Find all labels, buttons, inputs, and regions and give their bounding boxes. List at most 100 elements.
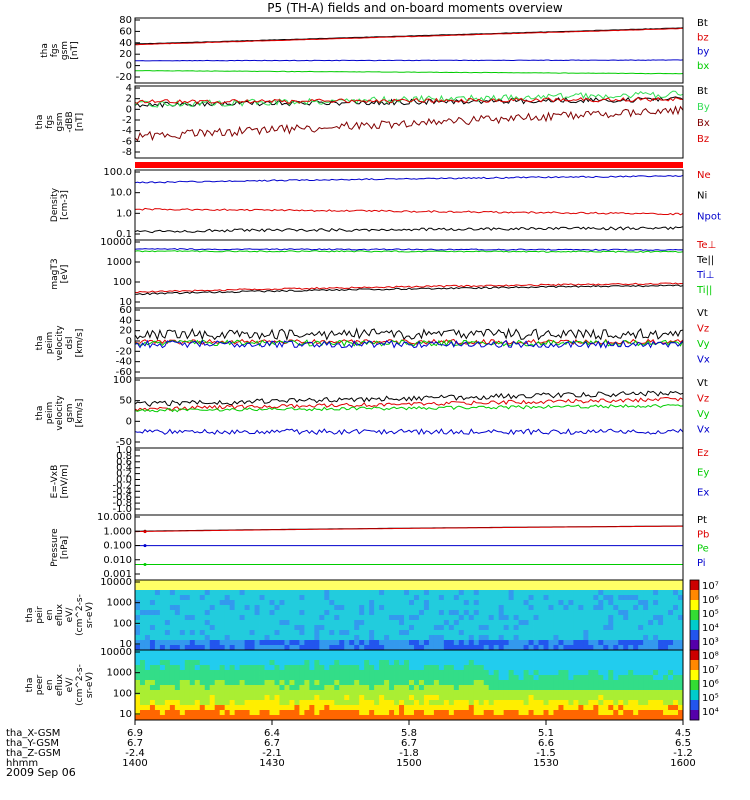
spectrogram-cell	[423, 610, 430, 616]
spectrogram-cell	[563, 700, 569, 706]
spectrogram-cell	[214, 600, 221, 606]
spectrogram-cell	[329, 595, 335, 601]
spectrogram-cell	[244, 610, 250, 616]
spectrogram-cell	[279, 715, 285, 721]
spectrogram-cell	[269, 675, 275, 681]
spectrogram-cell	[643, 680, 649, 686]
spectrogram-cell	[603, 660, 609, 666]
spectrogram-cell	[334, 655, 340, 661]
spectrogram-cell	[214, 625, 221, 631]
y-axis-label: magT3	[50, 258, 60, 289]
spectrogram-cell	[394, 625, 400, 631]
spectrogram-cell	[463, 650, 470, 656]
spectrogram-cell	[274, 615, 280, 621]
spectrogram-cell	[299, 620, 305, 626]
spectrogram-cell	[598, 625, 604, 631]
spectrogram-cell	[264, 685, 270, 691]
spectrogram-cell	[299, 645, 305, 651]
spectrogram-cell	[658, 585, 664, 591]
y-tick-label: 10	[119, 709, 132, 720]
spectrogram-cell	[573, 595, 579, 601]
spectrogram-cell	[135, 660, 141, 666]
series-line-bx	[135, 70, 684, 75]
panel-frame	[134, 85, 684, 159]
spectrogram-cell	[234, 685, 241, 691]
spectrogram-cell	[503, 690, 510, 696]
spectrogram-cell	[249, 700, 255, 706]
spectrogram-cell	[219, 700, 226, 706]
spectrogram-cell	[144, 650, 151, 656]
spectrogram-cell	[648, 715, 654, 721]
spectrogram-cell	[389, 605, 395, 611]
spectrogram-cell	[678, 580, 684, 586]
spectrogram-cell	[394, 685, 400, 691]
spectrogram-cell	[513, 710, 519, 716]
spectrogram-cell	[329, 675, 335, 681]
spectrogram-cell	[144, 615, 151, 621]
spectrogram-cell	[658, 600, 664, 606]
spectrogram-cell	[533, 615, 539, 621]
spectrogram-cell	[623, 605, 629, 611]
spectrogram-cell	[608, 630, 614, 636]
spectrogram-cell	[483, 605, 490, 611]
spectrogram-cell	[568, 620, 574, 626]
spectrogram-cell	[578, 705, 584, 711]
spectrogram-cell	[189, 640, 196, 646]
spectrogram-cell	[144, 580, 151, 586]
spectrogram-cell	[528, 675, 534, 681]
spectrogram-cell	[349, 660, 355, 666]
spectrogram-cell	[573, 650, 579, 656]
spectrogram-cell	[468, 630, 475, 636]
spectrogram-cell	[359, 600, 365, 606]
spectrogram-cell	[433, 610, 440, 616]
spectrogram-cell	[613, 615, 619, 621]
spectrogram-cell	[578, 590, 584, 596]
spectrogram-cell	[159, 670, 166, 676]
spectrogram-cell	[508, 635, 515, 641]
spectrogram-cell	[314, 670, 320, 676]
spectrogram-cell	[468, 655, 475, 661]
spectrogram-cell	[359, 715, 365, 721]
spectrogram-cell	[643, 705, 649, 711]
spectrogram-cell	[374, 690, 380, 696]
spectrogram-cell	[154, 635, 161, 641]
spectrogram-cell	[144, 600, 151, 606]
spectrogram-cell	[418, 630, 425, 636]
spectrogram-cell	[483, 715, 490, 721]
spectrogram-cell	[394, 710, 400, 716]
spectrogram-cell	[239, 585, 245, 591]
spectrogram-cell	[189, 645, 196, 651]
spectrogram-cell	[199, 640, 206, 646]
spectrogram-cell	[433, 620, 440, 626]
spectrogram-cell	[458, 670, 465, 676]
spectrogram-cell	[438, 625, 445, 631]
spectrogram-cell	[389, 710, 395, 716]
spectrogram-cell	[229, 600, 236, 606]
spectrogram-cell	[488, 710, 495, 716]
spectrogram-cell	[135, 640, 141, 646]
y-tick-label: 4	[126, 83, 132, 94]
spectrogram-cell	[379, 615, 385, 621]
spectrogram-cell	[204, 600, 211, 606]
series-line-Pb	[135, 525, 683, 533]
spectrogram-cell	[234, 710, 241, 716]
spectrogram-cell	[463, 640, 470, 646]
spectrogram-cell	[199, 665, 206, 671]
spectrogram-cell	[453, 630, 460, 636]
spectrogram-cell	[508, 700, 515, 706]
spectrogram-cell	[583, 625, 589, 631]
spectrogram-cell	[404, 675, 410, 681]
colorbar-segment	[690, 640, 699, 651]
spectrogram-cell	[135, 620, 141, 626]
spectrogram-cell	[473, 670, 480, 676]
spectrogram-cell	[423, 700, 430, 706]
spectrogram-cell	[179, 615, 186, 621]
spectrogram-cell	[678, 670, 684, 676]
spectrogram-cell	[488, 685, 495, 691]
spectrogram-cell	[194, 640, 201, 646]
spectrogram-cell	[523, 590, 529, 596]
spectrogram-cell	[384, 670, 390, 676]
spectrogram-cell	[149, 635, 156, 641]
spectrogram-cell	[443, 670, 450, 676]
spectrogram-cell	[468, 685, 475, 691]
